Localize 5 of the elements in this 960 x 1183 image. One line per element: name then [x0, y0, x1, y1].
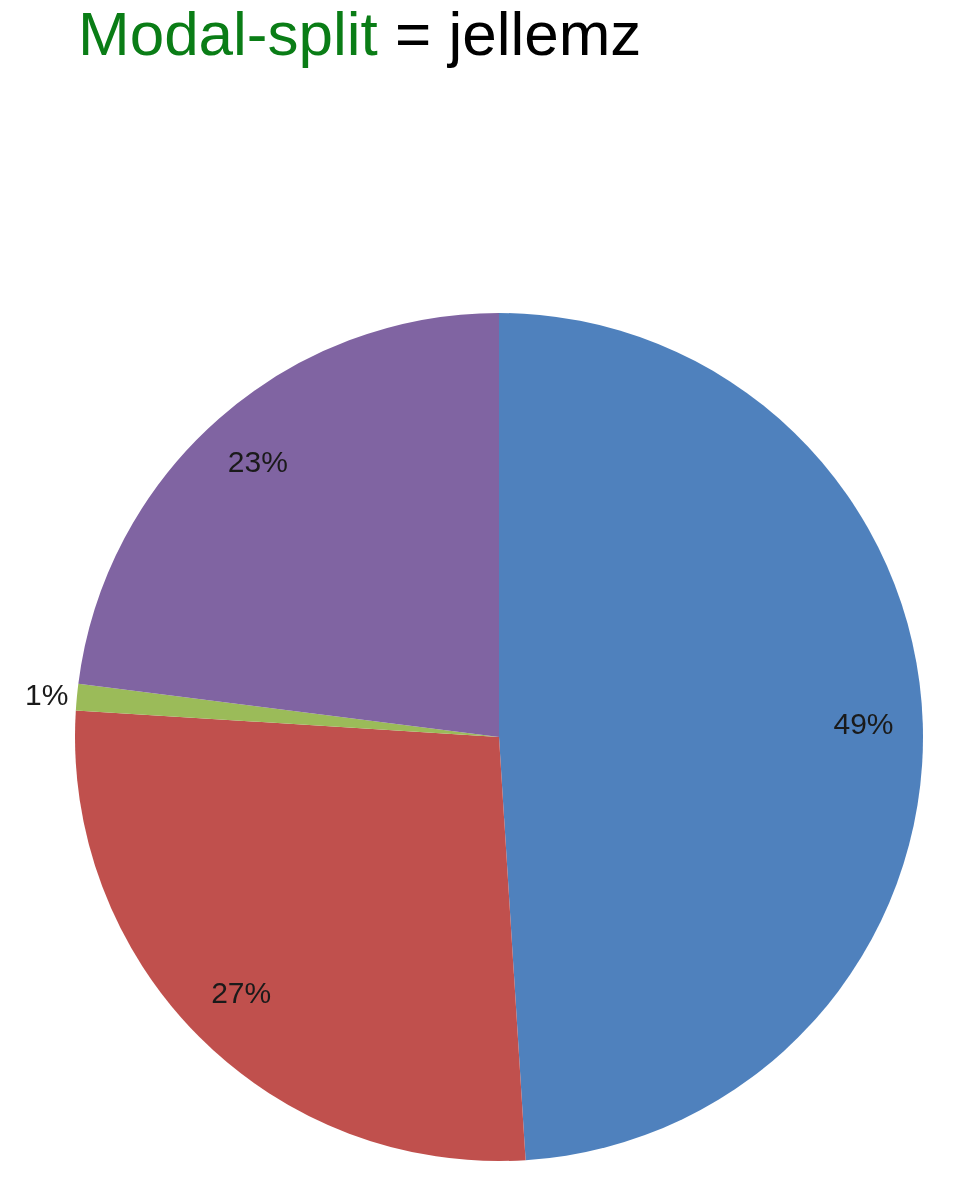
data-label: 1%: [25, 677, 69, 711]
data-label: 27%: [211, 976, 272, 1010]
chart-title: Modal-split = jellemz: [78, 0, 642, 69]
data-label: 49%: [833, 706, 894, 740]
data-label: 23%: [227, 444, 288, 478]
